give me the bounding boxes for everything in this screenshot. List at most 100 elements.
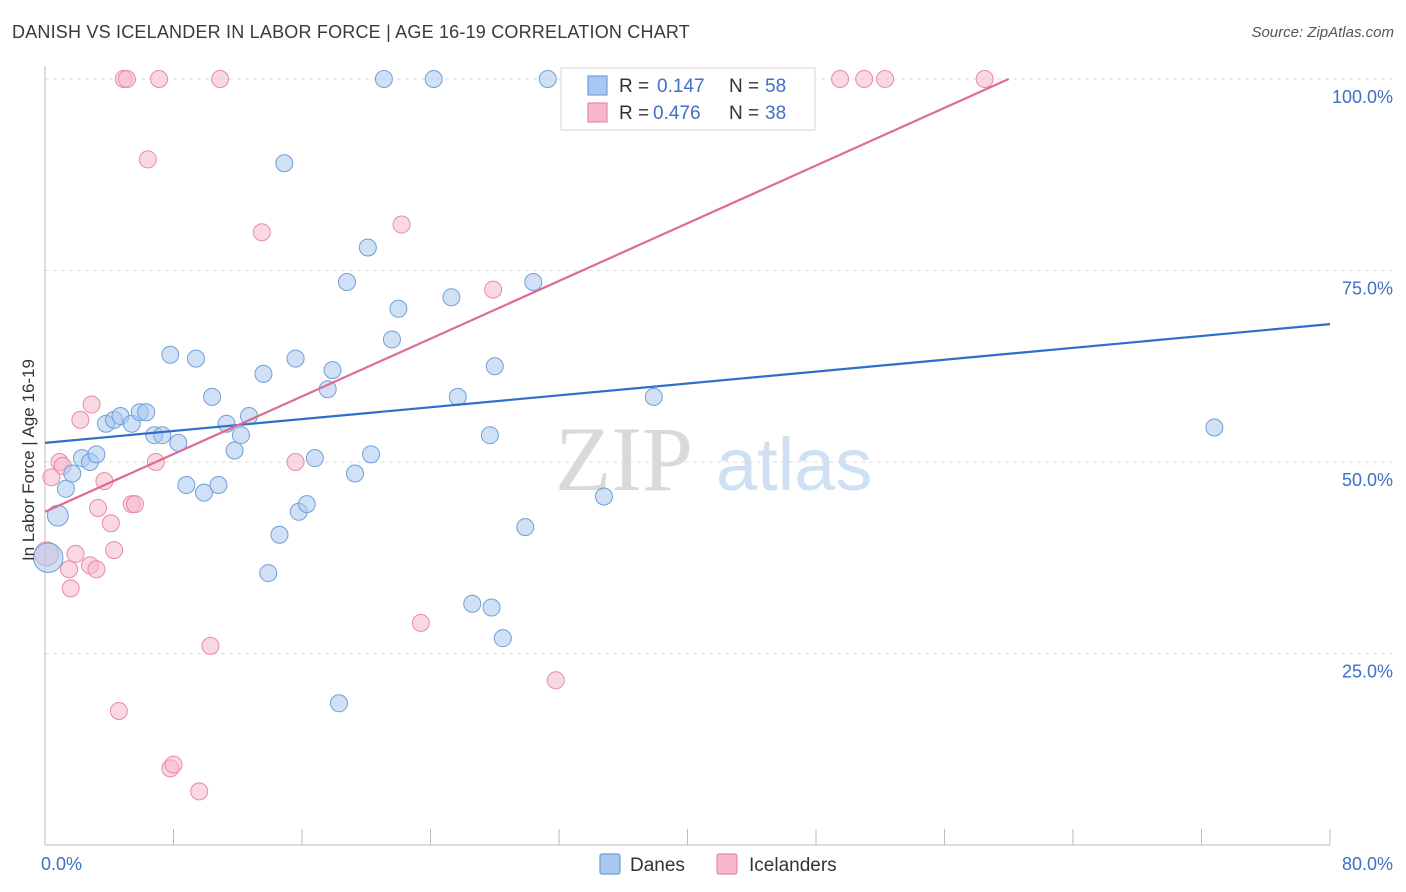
danes-point (1205, 418, 1224, 437)
icelanders-point (117, 70, 136, 88)
icelanders-point (876, 70, 895, 88)
danes-point (87, 445, 106, 464)
danes-point (186, 349, 205, 368)
danes-point (442, 288, 461, 307)
danes-point (32, 542, 64, 573)
danes-point (382, 330, 401, 349)
danes-point (337, 272, 356, 291)
icelanders-point (105, 541, 124, 560)
icelanders-point (252, 223, 271, 242)
trend-lines (44, 77, 1331, 513)
danes-point (305, 449, 324, 468)
icelanders-legend-swatch (587, 102, 608, 123)
icelanders-point (82, 395, 101, 414)
danes-bottom-swatch (599, 853, 621, 875)
danes-point (516, 518, 535, 537)
icelanders-point (411, 613, 430, 632)
danes-point (538, 70, 557, 88)
chart-title: DANISH VS ICELANDER IN LABOR FORCE | AGE… (12, 22, 690, 42)
icelanders-point (60, 560, 79, 579)
icelanders-point (211, 70, 230, 88)
icelanders-point (201, 636, 220, 655)
icelanders-r-value: 0.476 (653, 103, 701, 124)
danes-point (358, 238, 377, 257)
icelanders-point (87, 560, 106, 579)
watermark-zip: ZIP (555, 408, 693, 510)
icelanders-point (164, 755, 183, 774)
danes-point (153, 426, 172, 445)
danes-n-value: 58 (765, 76, 786, 97)
y-tick-label: 100.0% (1332, 87, 1393, 107)
danes-point (177, 475, 196, 494)
icelanders-point (975, 70, 994, 88)
icelanders-point (286, 453, 305, 471)
danes-legend-swatch (587, 75, 608, 96)
danes-point (493, 629, 512, 648)
icelanders-point (101, 514, 120, 533)
icelanders-n-label: N = (729, 103, 759, 124)
icelanders-point (855, 70, 874, 88)
danes-legend-label: Danes (630, 855, 685, 876)
danes-point (329, 694, 348, 713)
danes-point (161, 345, 180, 364)
danes-point (374, 70, 393, 88)
danes-point (424, 70, 443, 88)
icelanders-point (89, 498, 108, 517)
y-axis-label: In Labor Force | Age 16-19 (19, 359, 38, 561)
y-tick-labels: 100.0% 75.0% 50.0% 25.0% (1332, 87, 1393, 682)
danes-point (259, 564, 278, 583)
icelanders-point (831, 70, 850, 88)
danes-point (209, 475, 228, 494)
watermark-atlas: atlas (716, 423, 872, 506)
watermark: ZIP atlas (555, 408, 872, 510)
danes-point (485, 357, 504, 376)
danes-point (524, 272, 543, 291)
icelanders-point (61, 579, 80, 598)
x-tick-labels: 0.0% 80.0% (41, 854, 1393, 874)
y-tick-label: 75.0% (1342, 279, 1393, 299)
x-tick-label: 0.0% (41, 854, 82, 874)
danes-n-label: N = (729, 76, 759, 97)
icelanders-point (546, 671, 565, 690)
icelanders-point (150, 70, 169, 88)
danes-point (286, 349, 305, 368)
danes-point (270, 525, 289, 544)
danes-point (463, 594, 482, 613)
danes-point (225, 441, 244, 460)
danes-point (275, 154, 294, 173)
danes-point (56, 479, 75, 498)
icelanders-point (138, 150, 157, 169)
danes-trend-line (44, 323, 1331, 444)
danes-point (644, 387, 663, 406)
data-points (32, 70, 1224, 801)
icelanders-point (484, 280, 503, 299)
danes-point (448, 387, 467, 406)
danes-point (297, 495, 316, 514)
danes-point (254, 364, 273, 383)
icelanders-point (190, 782, 209, 801)
danes-point (482, 598, 501, 617)
stats-legend: R = 0.147 N = 58 R = 0.476 N = 38 (560, 67, 816, 131)
danes-point (137, 403, 156, 422)
danes-point (323, 361, 342, 380)
icelanders-n-value: 38 (765, 103, 786, 124)
danes-point (195, 483, 214, 502)
gridlines (45, 78, 1392, 654)
danes-point (203, 387, 222, 406)
icelanders-bottom-swatch (716, 853, 738, 875)
icelanders-point (125, 495, 144, 514)
danes-r-label: R = (619, 76, 649, 97)
danes-point (594, 487, 613, 506)
danes-point (346, 464, 365, 483)
danes-point (63, 464, 82, 483)
danes-point (480, 426, 499, 445)
y-tick-label: 25.0% (1342, 662, 1393, 682)
icelanders-point (42, 468, 61, 487)
danes-point (231, 426, 250, 445)
icelanders-legend-label: Icelanders (749, 855, 837, 876)
source-label: Source: ZipAtlas.com (1251, 24, 1394, 41)
axes (44, 66, 1331, 846)
danes-r-value: 0.147 (657, 76, 705, 97)
icelanders-point (71, 410, 90, 429)
